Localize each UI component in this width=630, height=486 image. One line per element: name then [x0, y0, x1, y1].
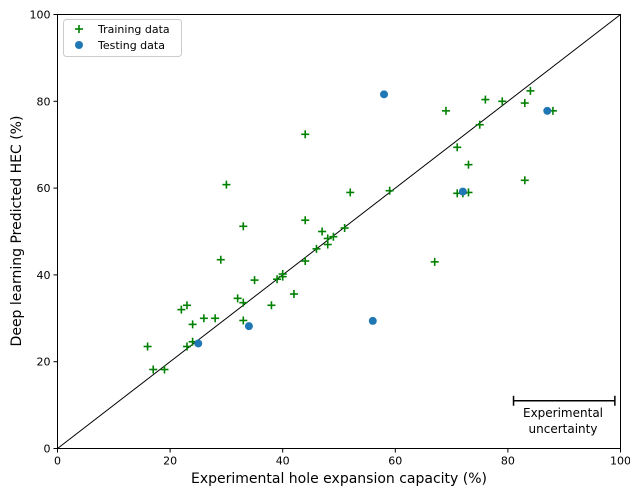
training-point-30	[340, 224, 349, 233]
training-point-14	[239, 316, 248, 325]
legend-plus-marker	[75, 25, 83, 33]
y-tick-label-100: 100	[30, 9, 51, 22]
training-point-24	[301, 257, 310, 266]
training-point-40	[475, 120, 484, 129]
training-point-2	[160, 365, 169, 374]
training-point-12	[233, 294, 242, 303]
uncertainty-bar	[512, 395, 616, 406]
x-axis-title: Experimental hole expansion capacity (%)	[191, 471, 487, 486]
y-tick-label-60: 60	[37, 182, 51, 195]
training-point-32	[385, 186, 394, 195]
x-tick-label-80: 80	[501, 455, 515, 468]
training-point-16	[250, 276, 259, 285]
testing-point-4	[458, 187, 467, 196]
training-point-28	[323, 234, 332, 243]
training-point-8	[199, 314, 208, 323]
y-axis-title: Deep learning Predicted HEC (%)	[9, 116, 25, 347]
legend-circle-marker	[75, 41, 83, 49]
testing-point-3	[380, 90, 389, 99]
training-point-15	[239, 222, 248, 231]
training-point-26	[318, 227, 327, 236]
training-point-35	[453, 143, 462, 152]
training-point-13	[239, 298, 248, 307]
training-point-45	[526, 86, 535, 95]
plot-frame	[57, 14, 621, 449]
training-point-23	[301, 216, 310, 225]
training-point-25	[312, 244, 321, 253]
training-point-1	[149, 365, 158, 374]
testing-point-2	[368, 316, 377, 325]
x-tick-label-100: 100	[610, 455, 630, 468]
training-point-18	[273, 275, 282, 284]
annotation-line-2: uncertainty	[529, 422, 598, 436]
testing-point-0	[194, 339, 203, 348]
reference-line	[57, 14, 621, 449]
legend: Training data Testing data	[63, 19, 182, 57]
training-point-4	[182, 301, 191, 310]
y-tick-label-40: 40	[37, 269, 51, 282]
data-marks	[57, 14, 621, 449]
training-point-0	[143, 342, 152, 351]
testing-point-5	[543, 106, 552, 115]
training-point-20	[278, 272, 287, 281]
y-tick-label-0: 0	[44, 443, 51, 456]
training-point-10	[216, 255, 225, 264]
annotation-line-1: Experimental	[523, 406, 603, 420]
training-point-6	[188, 320, 197, 329]
training-point-44	[520, 176, 529, 185]
testing-point-1	[244, 322, 253, 331]
y-tick-label-20: 20	[37, 356, 51, 369]
training-point-38	[464, 160, 473, 169]
legend-label-testing: Testing data	[97, 39, 165, 52]
x-tick-label-20: 20	[163, 455, 177, 468]
training-point-31	[346, 188, 355, 197]
training-point-17	[267, 301, 276, 310]
training-point-34	[441, 106, 450, 115]
training-point-43	[520, 99, 529, 108]
legend-box	[63, 19, 182, 57]
x-tick-label-40: 40	[276, 455, 290, 468]
training-point-21	[289, 289, 298, 298]
training-point-22	[301, 130, 310, 139]
y-tick-label-80: 80	[37, 95, 51, 108]
training-point-41	[481, 95, 490, 104]
legend-marker-testing	[75, 41, 83, 49]
training-point-11	[222, 180, 231, 189]
training-point-42	[498, 97, 507, 106]
legend-label-training: Training data	[97, 23, 170, 36]
training-point-9	[211, 314, 220, 323]
x-tick-label-60: 60	[388, 455, 402, 468]
training-point-3	[177, 305, 186, 314]
training-point-5	[182, 342, 191, 351]
axis-ticks: 0 20 40 60 80 100 0 20 40 60 80 100	[30, 9, 630, 468]
training-point-29	[329, 232, 338, 241]
x-tick-label-0: 0	[54, 455, 61, 468]
legend-marker-training	[75, 25, 83, 33]
training-point-33	[430, 257, 439, 266]
